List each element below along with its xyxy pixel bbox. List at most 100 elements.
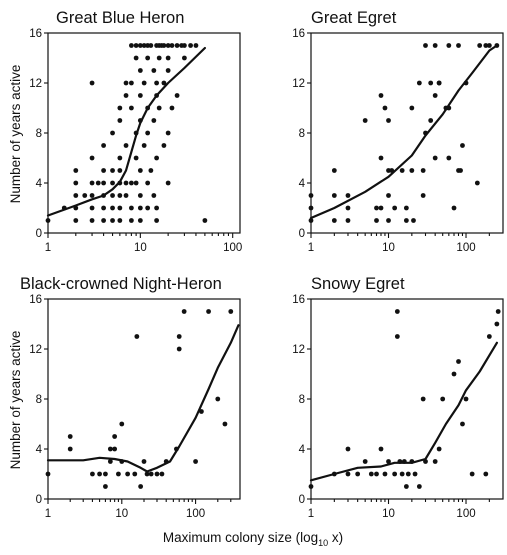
y-tick-label: 8: [36, 394, 42, 406]
y-tick-label: 0: [36, 228, 42, 240]
data-point: [154, 471, 160, 477]
data-point: [440, 396, 446, 402]
data-point: [308, 193, 314, 198]
data-point: [161, 80, 167, 86]
data-point: [110, 193, 115, 198]
data-point: [82, 193, 88, 198]
data-point: [110, 130, 115, 136]
y-tick-label: 12: [29, 344, 42, 356]
data-point: [432, 155, 438, 161]
data-point: [382, 471, 388, 477]
data-point: [446, 43, 452, 48]
data-point: [161, 143, 167, 148]
data-point: [446, 155, 452, 161]
data-point: [483, 471, 489, 477]
plot-frame: [47, 32, 241, 234]
data-point: [110, 168, 115, 173]
data-point: [156, 105, 162, 111]
data-point: [460, 421, 465, 427]
data-point: [174, 43, 180, 48]
data-point: [73, 193, 79, 198]
data-point: [495, 309, 501, 314]
data-point: [161, 43, 167, 48]
data-point: [134, 334, 140, 339]
panel-title: Great Blue Heron: [56, 9, 184, 27]
data-point: [144, 471, 150, 477]
y-axis-label-bottom: Number of years active: [8, 331, 23, 470]
data-point: [103, 471, 108, 477]
data-point: [154, 155, 160, 161]
data-point: [432, 43, 438, 48]
data-point: [89, 155, 95, 161]
data-point: [137, 193, 143, 198]
data-point: [154, 205, 160, 211]
data-point: [368, 471, 374, 477]
data-point: [202, 218, 208, 223]
data-point: [89, 180, 95, 186]
data-point: [432, 459, 438, 464]
panel-3: Black-crowned Night-Heron 0 4 8 12 16 1 10 100: [20, 275, 241, 520]
y-tick-label: 16: [292, 28, 305, 40]
data-point: [45, 218, 51, 223]
y-tick-label: 0: [36, 494, 42, 506]
data-point: [345, 218, 351, 223]
y-tick-label: 4: [299, 444, 306, 456]
y-tick-label: 12: [292, 344, 305, 356]
data-point: [451, 205, 457, 211]
x-tick-label: 10: [382, 508, 395, 520]
data-point: [117, 168, 123, 173]
data-point: [308, 218, 314, 223]
data-point: [432, 93, 438, 98]
data-point: [128, 105, 134, 111]
data-point: [420, 396, 426, 402]
x-tick-label: 100: [456, 242, 475, 254]
data-point: [165, 43, 171, 48]
data-point: [228, 309, 234, 314]
data-point: [159, 471, 165, 477]
data-point: [117, 205, 123, 211]
y-tick-label: 16: [29, 28, 42, 40]
data-point: [128, 205, 134, 211]
x-tick-label: 1: [308, 242, 314, 254]
data-point: [420, 168, 426, 173]
data-point: [73, 218, 79, 223]
panel-4: Snowy Egret 0 4 8 12 16 1 10 100: [292, 275, 504, 520]
data-point: [436, 80, 442, 86]
data-point: [141, 459, 147, 464]
data-point: [141, 43, 147, 48]
data-point: [469, 471, 475, 477]
y-tick-label: 4: [299, 178, 306, 190]
data-point: [222, 421, 228, 427]
data-point: [193, 459, 198, 464]
data-point: [176, 334, 182, 339]
data-point: [73, 168, 79, 173]
data-point: [89, 193, 95, 198]
data-point: [101, 180, 106, 186]
data-point: [474, 180, 480, 186]
x-tick-label: 10: [134, 242, 147, 254]
data-point: [181, 309, 187, 314]
data-point: [428, 80, 434, 86]
y-tick-label: 4: [36, 178, 43, 190]
data-point: [308, 205, 314, 211]
data-point: [345, 471, 351, 477]
y-axis-label-top: Number of years active: [8, 65, 23, 204]
data-point: [117, 193, 123, 198]
panel-2: Great Egret 0 4 8 12 16 1 10 100: [292, 9, 504, 254]
data-point: [308, 484, 314, 489]
data-point: [145, 55, 151, 61]
data-point: [409, 105, 415, 111]
data-point: [386, 459, 391, 464]
data-point: [378, 446, 384, 452]
data-point: [89, 80, 95, 86]
x-tick-label: 1: [45, 508, 51, 520]
data-point: [137, 68, 143, 73]
data-point: [128, 43, 134, 48]
data-point: [101, 218, 106, 223]
y-tick-label: 16: [29, 294, 42, 306]
data-point: [355, 471, 361, 477]
data-point: [378, 155, 384, 161]
data-point: [89, 218, 95, 223]
